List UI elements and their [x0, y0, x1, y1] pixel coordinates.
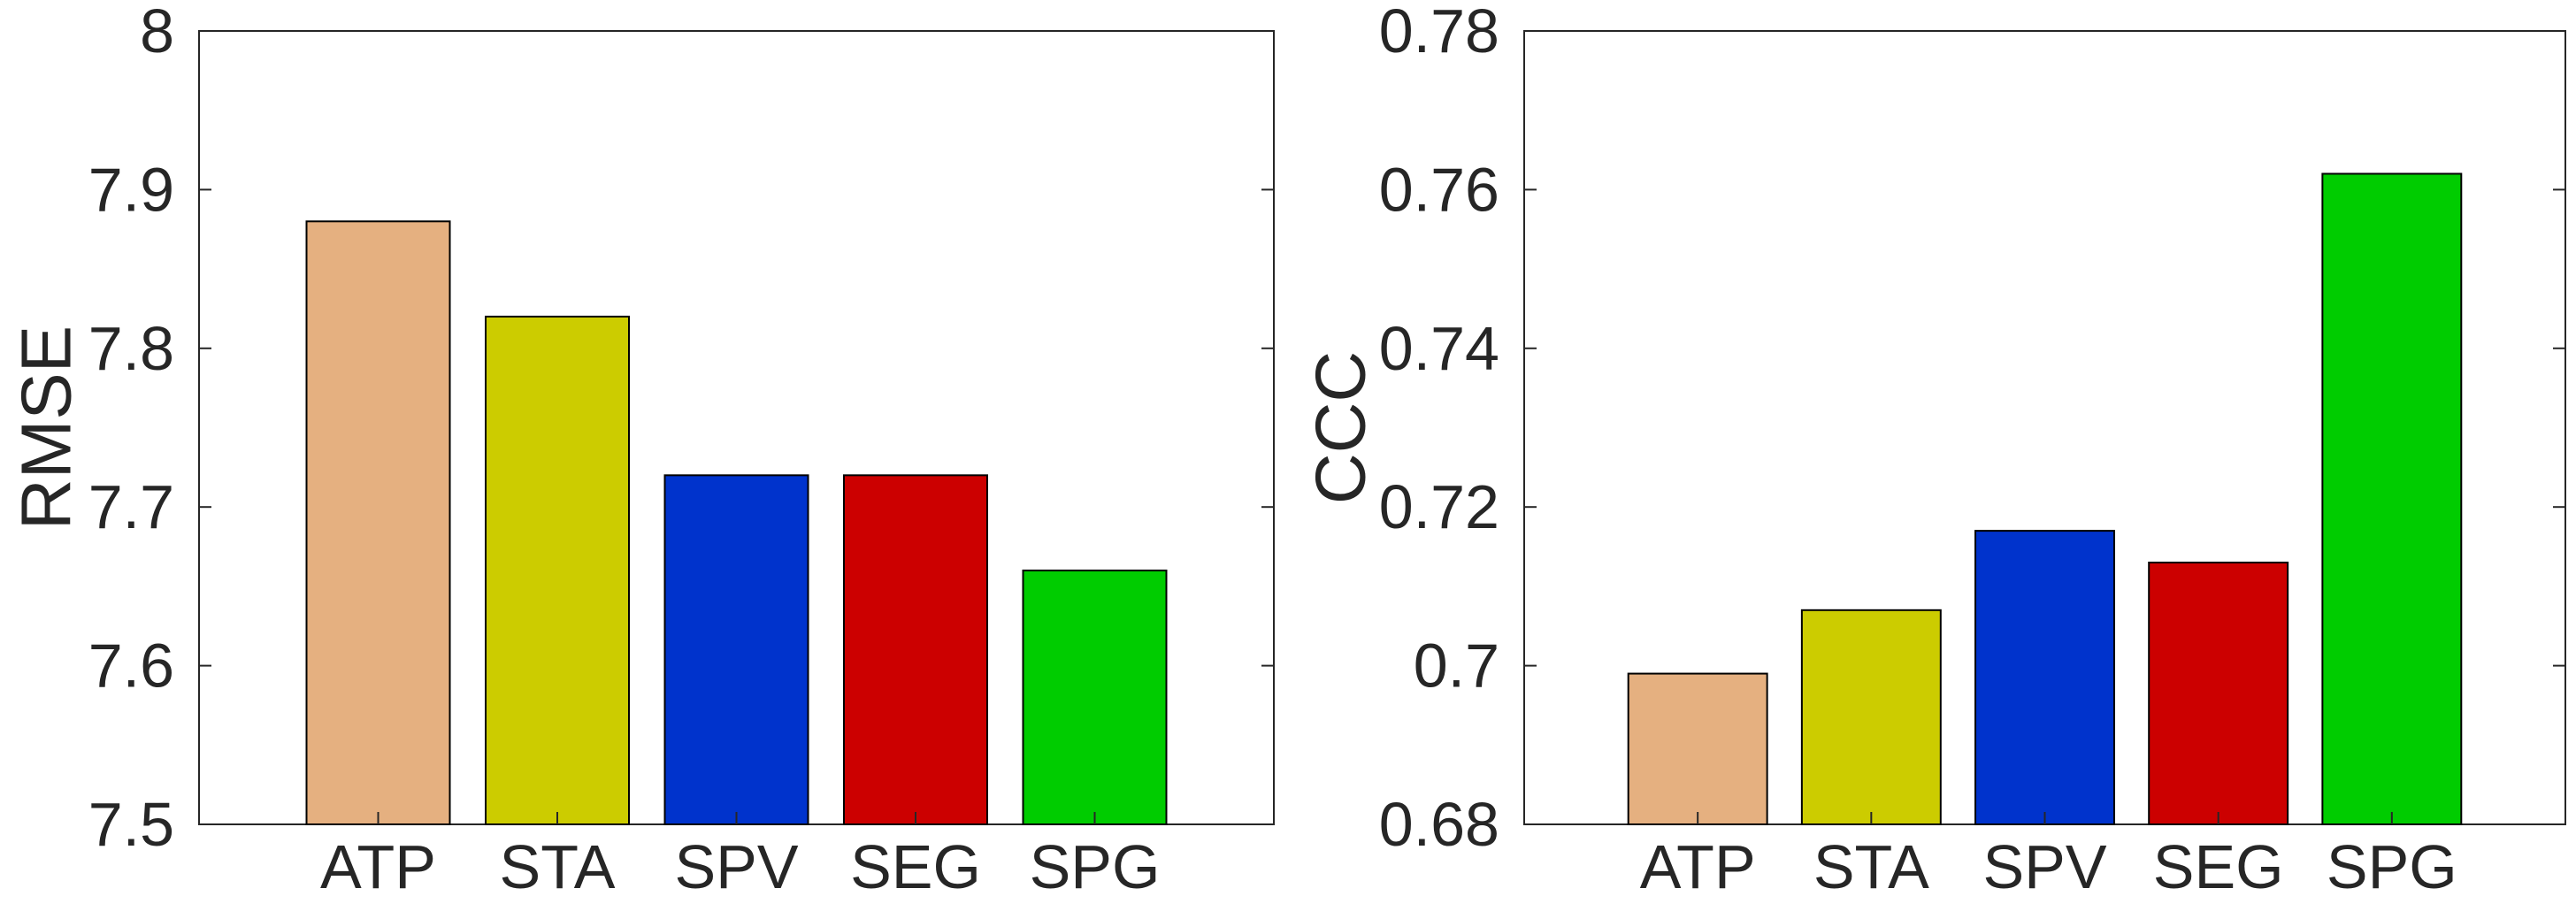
ccc-ytick-label: 0.78 — [1379, 0, 1499, 65]
rmse-bar-sta — [485, 315, 630, 826]
rmse-bar-atp — [305, 220, 451, 825]
ccc-ytick-label: 0.74 — [1379, 314, 1499, 383]
ccc-bar-sta — [1800, 609, 1942, 825]
ccc-xtick-label-sta: STA — [1813, 832, 1929, 901]
rmse-xtick-label-spv: SPV — [674, 832, 798, 901]
rmse-bar-chart: 7.5 7.6 7.7 7.8 7.9 8 ATP STA SPV SEG SPG RMSE — [7, 0, 1275, 901]
ccc-xtick-label-atp: ATP — [1640, 832, 1756, 901]
rmse-ytick-label: 7.6 — [88, 632, 174, 701]
ccc-xtick-label-seg: SEG — [2153, 832, 2284, 901]
rmse-ytick-label: 7.5 — [88, 790, 174, 859]
rmse-bar-seg — [843, 474, 988, 825]
ccc-bar-spg — [2321, 172, 2463, 825]
rmse-ytick-label: 8 — [140, 0, 174, 65]
rmse-bar-spg — [1022, 569, 1168, 826]
rmse-ytick-label: 7.7 — [88, 472, 174, 541]
rmse-bar-spv — [663, 474, 809, 825]
ccc-ytick-label: 0.7 — [1414, 632, 1499, 701]
ccc-bar-seg — [2148, 561, 2289, 825]
rmse-ytick-label: 7.8 — [88, 314, 174, 383]
ccc-xtick-label-spg: SPG — [2327, 832, 2457, 901]
rmse-ytick-label: 7.9 — [88, 155, 174, 224]
ccc-bar-spv — [1974, 530, 2115, 825]
ccc-ytick-label: 0.68 — [1379, 790, 1499, 859]
ccc-xtick-label-spv: SPV — [1982, 832, 2106, 901]
ccc-bar-chart: 0.68 0.7 0.72 0.74 0.76 0.78 ATP STA SPV SEG SPG CC… — [1301, 0, 2566, 901]
rmse-xtick-label-atp: ATP — [320, 832, 436, 901]
ccc-ytick-label: 0.76 — [1379, 155, 1499, 224]
rmse-xtick-label-sta: STA — [500, 832, 616, 901]
rmse-xtick-label-seg: SEG — [850, 832, 981, 901]
ccc-ylabel: CCC — [1301, 351, 1380, 504]
ccc-bar-atp — [1627, 672, 1768, 825]
ccc-ytick-label: 0.72 — [1379, 472, 1499, 541]
rmse-ylabel: RMSE — [7, 325, 86, 530]
rmse-xtick-label-spg: SPG — [1030, 832, 1161, 901]
